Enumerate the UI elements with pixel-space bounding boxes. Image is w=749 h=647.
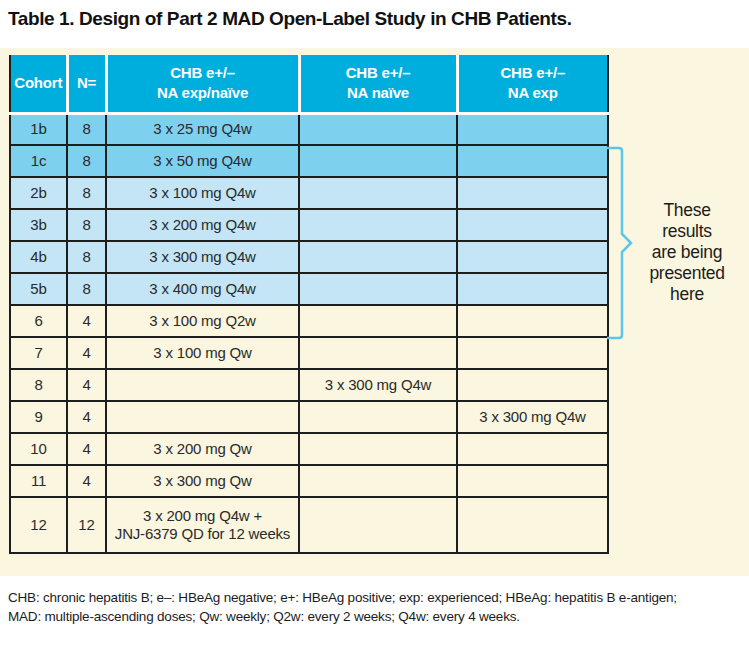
cell-exp: 3 x 300 mg Q4w — [457, 401, 608, 433]
cell-n: 8 — [67, 241, 106, 273]
table-body: 1b83 x 25 mg Q4w1c83 x 50 mg Q4w2b83 x 1… — [10, 113, 608, 553]
cell-naive — [299, 177, 457, 209]
cell-n: 8 — [67, 145, 106, 177]
cell-exp — [457, 209, 608, 241]
footnote-line-1: CHB: chronic hepatitis B; e–: HBeAg nega… — [8, 588, 738, 607]
cell-cohort: 8 — [10, 369, 67, 401]
annotation-text: Theseresultsare beingpresentedhere — [630, 200, 744, 305]
cell-exp_naive: 3 x 100 mg Q4w — [106, 177, 299, 209]
cell-n: 8 — [67, 113, 106, 145]
annotation-line: here — [630, 284, 744, 305]
cell-exp — [457, 497, 608, 553]
cell-exp_naive: 3 x 200 mg Q4w + JNJ-6379 QD for 12 week… — [106, 497, 299, 553]
cell-cohort: 1b — [10, 113, 67, 145]
cell-exp_naive: 3 x 200 mg Qw — [106, 433, 299, 465]
cell-exp — [457, 337, 608, 369]
cell-naive — [299, 145, 457, 177]
table-row-cohort-6: 643 x 100 mg Q2w — [10, 305, 608, 337]
cell-n: 4 — [67, 401, 106, 433]
annotation-line: These — [630, 200, 744, 221]
cell-cohort: 4b — [10, 241, 67, 273]
cell-n: 12 — [67, 497, 106, 553]
cell-exp — [457, 177, 608, 209]
cell-exp — [457, 369, 608, 401]
column-header-exp: CHB e+/– NA exp — [457, 55, 608, 113]
cell-n: 4 — [67, 305, 106, 337]
table-row-cohort-10: 1043 x 200 mg Qw — [10, 433, 608, 465]
table-row-cohort-1c: 1c83 x 50 mg Q4w — [10, 145, 608, 177]
cell-cohort: 5b — [10, 273, 67, 305]
annotation-line: presented — [630, 263, 744, 284]
cell-naive — [299, 209, 457, 241]
cell-exp_naive: 3 x 200 mg Q4w — [106, 209, 299, 241]
cell-exp_naive — [106, 369, 299, 401]
table-row-cohort-11: 1143 x 300 mg Qw — [10, 465, 608, 497]
cell-cohort: 7 — [10, 337, 67, 369]
table-row-cohort-7: 743 x 100 mg Qw — [10, 337, 608, 369]
cell-exp_naive: 3 x 300 mg Qw — [106, 465, 299, 497]
table-row-cohort-3b: 3b83 x 200 mg Q4w — [10, 209, 608, 241]
cell-exp_naive — [106, 401, 299, 433]
table-background: CohortN=CHB e+/– NA exp/naïveCHB e+/– NA… — [0, 48, 749, 576]
cell-n: 4 — [67, 433, 106, 465]
cell-exp_naive: 3 x 100 mg Q2w — [106, 305, 299, 337]
cell-exp_naive: 3 x 400 mg Q4w — [106, 273, 299, 305]
table-title: Table 1. Design of Part 2 MAD Open-Label… — [8, 8, 572, 30]
cell-cohort: 10 — [10, 433, 67, 465]
table-row-cohort-9: 94 3 x 300 mg Q4w — [10, 401, 608, 433]
column-header-cohort: Cohort — [10, 55, 67, 113]
table-row-cohort-4b: 4b83 x 300 mg Q4w — [10, 241, 608, 273]
cell-naive: 3 x 300 mg Q4w — [299, 369, 457, 401]
footnote: CHB: chronic hepatitis B; e–: HBeAg nega… — [8, 588, 738, 626]
cell-cohort: 6 — [10, 305, 67, 337]
table-row-cohort-12: 12123 x 200 mg Q4w + JNJ-6379 QD for 12 … — [10, 497, 608, 553]
cell-exp — [457, 273, 608, 305]
cell-naive — [299, 497, 457, 553]
cell-exp — [457, 241, 608, 273]
cell-naive — [299, 241, 457, 273]
table-row-cohort-8: 84 3 x 300 mg Q4w — [10, 369, 608, 401]
cell-exp — [457, 113, 608, 145]
cell-exp — [457, 145, 608, 177]
annotation-line: are being — [630, 242, 744, 263]
cell-n: 8 — [67, 209, 106, 241]
cell-naive — [299, 113, 457, 145]
cell-exp_naive: 3 x 25 mg Q4w — [106, 113, 299, 145]
cell-exp — [457, 433, 608, 465]
cell-exp — [457, 305, 608, 337]
table-row-cohort-1b: 1b83 x 25 mg Q4w — [10, 113, 608, 145]
column-header-exp_naive: CHB e+/– NA exp/naïve — [106, 55, 299, 113]
table-row-cohort-5b: 5b83 x 400 mg Q4w — [10, 273, 608, 305]
column-header-n: N= — [67, 55, 106, 113]
cell-cohort: 11 — [10, 465, 67, 497]
footnote-line-2: MAD: multiple-ascending doses; Qw: weekl… — [8, 607, 738, 626]
cell-naive — [299, 305, 457, 337]
cell-exp_naive: 3 x 50 mg Q4w — [106, 145, 299, 177]
cell-cohort: 2b — [10, 177, 67, 209]
cell-naive — [299, 273, 457, 305]
cell-cohort: 3b — [10, 209, 67, 241]
cell-n: 4 — [67, 465, 106, 497]
cell-naive — [299, 337, 457, 369]
table-row-cohort-2b: 2b83 x 100 mg Q4w — [10, 177, 608, 209]
cell-n: 4 — [67, 337, 106, 369]
annotation-line: results — [630, 221, 744, 242]
cell-n: 4 — [67, 369, 106, 401]
cell-exp_naive: 3 x 100 mg Qw — [106, 337, 299, 369]
cell-cohort: 12 — [10, 497, 67, 553]
cell-cohort: 1c — [10, 145, 67, 177]
table-header-row: CohortN=CHB e+/– NA exp/naïveCHB e+/– NA… — [10, 55, 608, 113]
study-design-table: CohortN=CHB e+/– NA exp/naïveCHB e+/– NA… — [9, 55, 609, 554]
cell-exp_naive: 3 x 300 mg Q4w — [106, 241, 299, 273]
cell-exp — [457, 465, 608, 497]
cell-naive — [299, 465, 457, 497]
cell-n: 8 — [67, 177, 106, 209]
cell-naive — [299, 433, 457, 465]
cell-n: 8 — [67, 273, 106, 305]
cell-cohort: 9 — [10, 401, 67, 433]
table-figure: Table 1. Design of Part 2 MAD Open-Label… — [0, 0, 749, 647]
cell-naive — [299, 401, 457, 433]
column-header-naive: CHB e+/– NA naïve — [299, 55, 457, 113]
